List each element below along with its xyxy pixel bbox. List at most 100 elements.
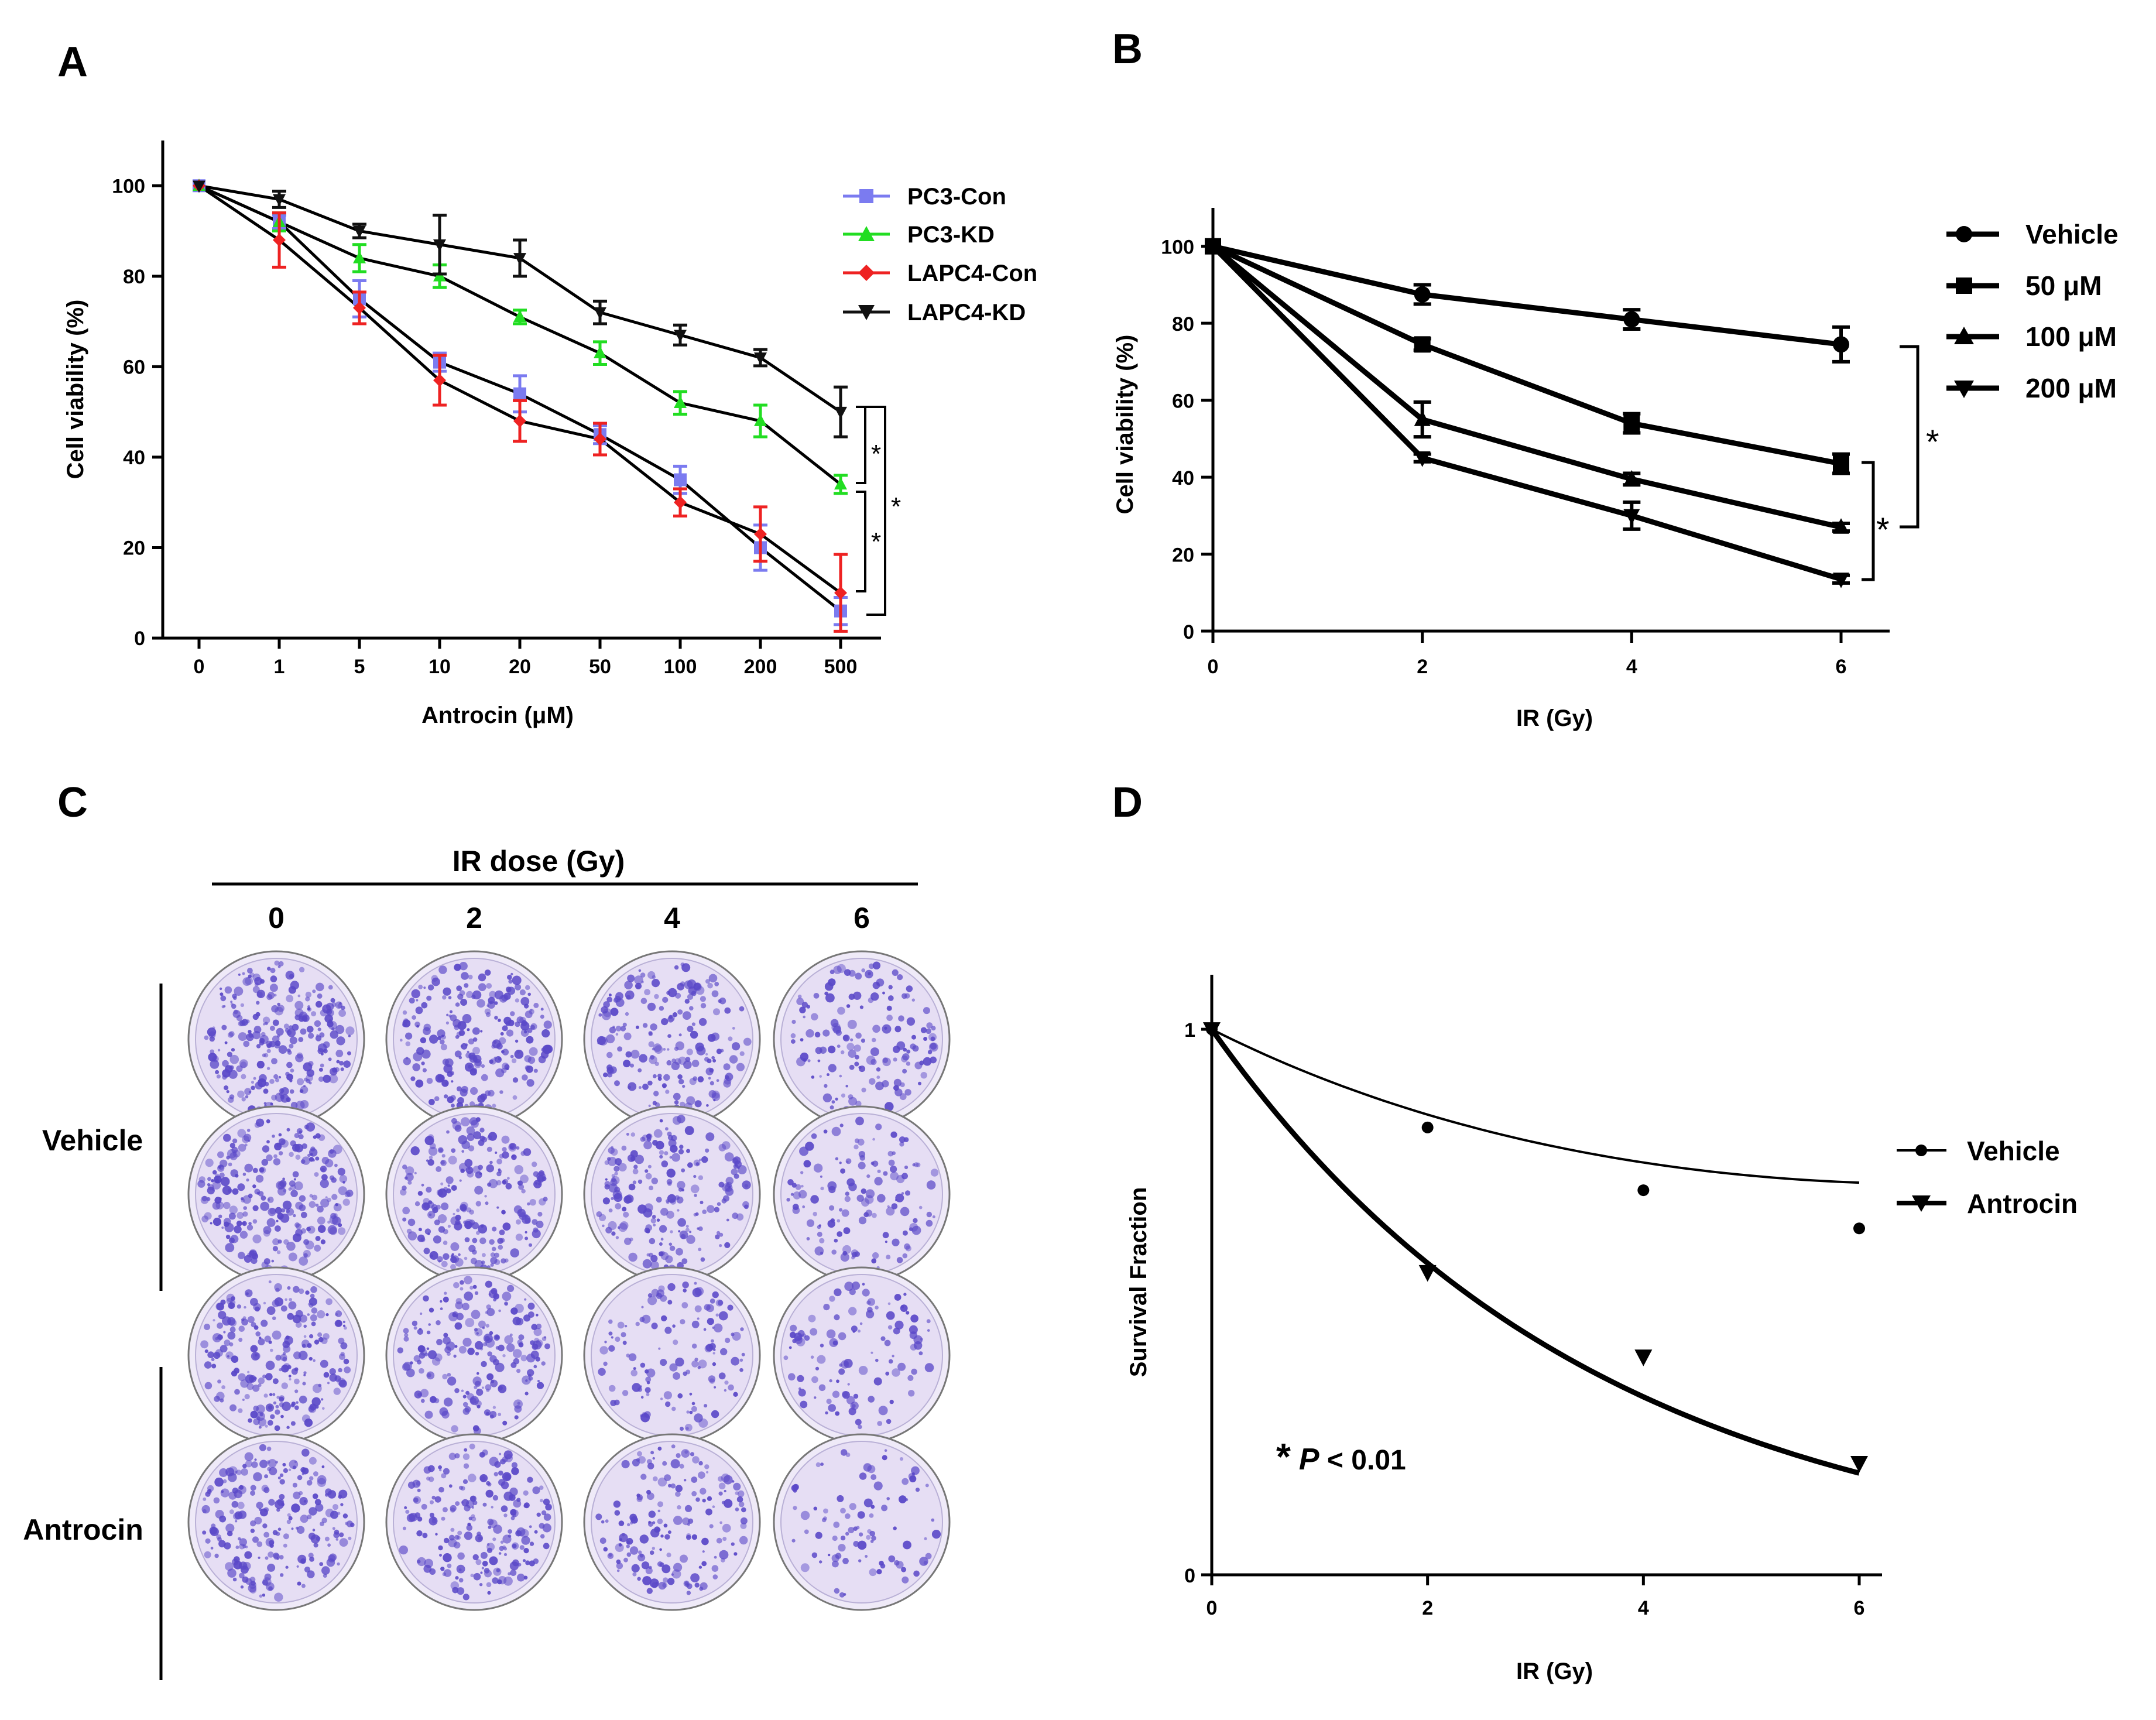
colony-header: IR dose (Gy) <box>453 845 625 878</box>
colony-dish-r2-c3 <box>773 1266 951 1444</box>
data-point-a-2-2 <box>353 301 366 314</box>
chart-b-y-tick-4: 80 <box>1172 313 1194 335</box>
chart-a-x-tick-3: 10 <box>429 656 451 678</box>
colony-row-antrocin: Antrocin <box>23 1513 143 1546</box>
data-point-a-1-5 <box>594 346 606 358</box>
data-point-b-0-2 <box>1623 311 1640 328</box>
legend-marker-200uM <box>1954 381 1974 398</box>
colony-col-0: 0 <box>268 902 285 934</box>
data-point-a-3-8 <box>834 406 847 419</box>
legend-marker-lapc4-kd <box>858 305 875 320</box>
panel-letter-c: C <box>57 779 88 826</box>
data-point-a-1-6 <box>674 396 687 408</box>
legend-label-pc3-kd: PC3-KD <box>907 222 995 248</box>
data-point-b-0-3 <box>1833 336 1849 353</box>
legend-marker-lapc4-con <box>858 265 875 281</box>
colony-dish-r0-c0 <box>187 950 365 1128</box>
chart-a-y-tick-4: 80 <box>123 266 145 288</box>
colony-dish-r0-c2 <box>583 950 761 1128</box>
chart-d-x-tick-3: 6 <box>1854 1597 1865 1619</box>
colony-col-6: 6 <box>854 902 870 934</box>
chart-b-y-tick-0: 0 <box>1183 621 1194 643</box>
chart-a-x-tick-7: 200 <box>744 656 777 678</box>
data-point-b-3-1 <box>1414 451 1431 467</box>
colony-dish-r3-c1 <box>385 1433 563 1611</box>
data-point-d-1-0 <box>1203 1022 1221 1039</box>
chart-b-x-tick-3: 6 <box>1836 656 1847 678</box>
data-point-a-3-7 <box>754 352 767 365</box>
data-point-a-3-4 <box>513 253 526 266</box>
legend-marker-50uM <box>1956 277 1972 294</box>
data-point-a-2-5 <box>594 433 606 446</box>
legend-marker-antrocin-d <box>1912 1195 1931 1212</box>
colony-dish-r3-c2 <box>583 1433 761 1611</box>
data-point-a-1-2 <box>353 251 366 263</box>
p-value-text: < 0.01 <box>1319 1445 1406 1476</box>
chart-a-x-tick-6: 100 <box>664 656 697 678</box>
colony-dish-r2-c1 <box>385 1266 563 1444</box>
chart-b-x-tick-0: 0 <box>1208 656 1219 678</box>
chart-b: 0 20 40 60 80 100 0 2 4 6 IR (Gy) Cell viability… <box>1112 208 2119 731</box>
series-line-b-1 <box>1212 244 1842 467</box>
colony-dish-r1-c1 <box>385 1105 563 1283</box>
fit-curve-d-0 <box>1211 1028 1860 1184</box>
data-point-b-0-1 <box>1414 286 1431 303</box>
chart-b-y-label: Cell viability (%) <box>1112 335 1138 515</box>
chart-d-x-tick-2: 4 <box>1638 1597 1649 1619</box>
chart-b-x-tick-1: 2 <box>1417 656 1428 678</box>
legend-marker-100uM <box>1954 327 1974 344</box>
p-value-symbol: P <box>1299 1443 1319 1476</box>
colony-col-4: 4 <box>664 902 680 934</box>
data-point-a-2-6 <box>674 496 687 509</box>
chart-d-y-tick-0: 0 <box>1184 1565 1195 1587</box>
chart-a-y-tick-3: 60 <box>123 356 145 378</box>
data-point-b-1-1 <box>1414 336 1431 353</box>
chart-d-y-tick-1: 1 <box>1184 1019 1195 1041</box>
significance-star-a-2: * <box>871 527 881 556</box>
data-point-b-1-2 <box>1623 415 1640 432</box>
legend-label-50uM: 50 μM <box>2025 270 2102 301</box>
chart-d-x-label: IR (Gy) <box>1516 1659 1593 1684</box>
legend-marker-pc3-con <box>859 189 873 203</box>
significance-star-a-3: * <box>891 492 901 521</box>
legend-label-pc3-con: PC3-Con <box>907 184 1006 210</box>
data-point-b-2-2 <box>1623 470 1640 486</box>
data-point-a-0-6 <box>674 473 687 486</box>
series-line-b-3 <box>1211 244 1842 582</box>
chart-a-x-label: Antrocin (μM) <box>421 703 574 728</box>
chart-a-y-tick-5: 100 <box>112 175 145 197</box>
significance-star-b-2: * <box>1876 511 1890 549</box>
data-point-a-2-3 <box>433 374 446 387</box>
colony-dish-r2-c2 <box>583 1266 761 1444</box>
significance-star-b-1: * <box>1926 423 1939 461</box>
data-point-b-1-3 <box>1833 455 1849 472</box>
chart-b-y-tick-2: 40 <box>1172 467 1194 489</box>
p-value-star: * <box>1276 1435 1291 1478</box>
chart-a-y-label: Cell viability (%) <box>63 300 88 479</box>
series-line-b-2 <box>1211 244 1842 530</box>
data-point-a-1-7 <box>754 413 767 426</box>
chart-a: 0 20 40 60 80 100 0 1 5 10 20 50 100 200 500 Antrocin… <box>63 141 1037 728</box>
chart-b-y-tick-5: 100 <box>1161 237 1194 259</box>
chart-d-y-label: Survival Fraction <box>1126 1187 1151 1378</box>
data-point-a-2-4 <box>513 414 526 428</box>
data-point-a-2-7 <box>754 527 767 541</box>
legend-label-antrocin-d: Antrocin <box>1967 1188 2078 1219</box>
colony-dish-r0-c3 <box>773 950 951 1128</box>
chart-b-x-tick-2: 4 <box>1626 656 1637 678</box>
chart-a-y-tick-0: 0 <box>134 628 145 650</box>
panel-letter-b: B <box>1112 26 1143 73</box>
data-point-a-2-8 <box>834 586 847 599</box>
data-point-a-2-1 <box>273 234 286 246</box>
panel-letter-a: A <box>57 39 88 85</box>
data-point-a-0-4 <box>513 387 526 400</box>
colony-dish-r1-c0 <box>187 1105 365 1283</box>
chart-a-x-tick-5: 50 <box>589 656 611 678</box>
colony-dish-r1-c2 <box>583 1105 761 1283</box>
data-point-a-3-3 <box>433 239 446 252</box>
legend-label-vehicle-d: Vehicle <box>1967 1136 2060 1166</box>
data-point-b-3-2 <box>1623 509 1640 525</box>
data-point-a-1-4 <box>513 310 526 323</box>
data-point-d-0-3 <box>1853 1222 1865 1235</box>
